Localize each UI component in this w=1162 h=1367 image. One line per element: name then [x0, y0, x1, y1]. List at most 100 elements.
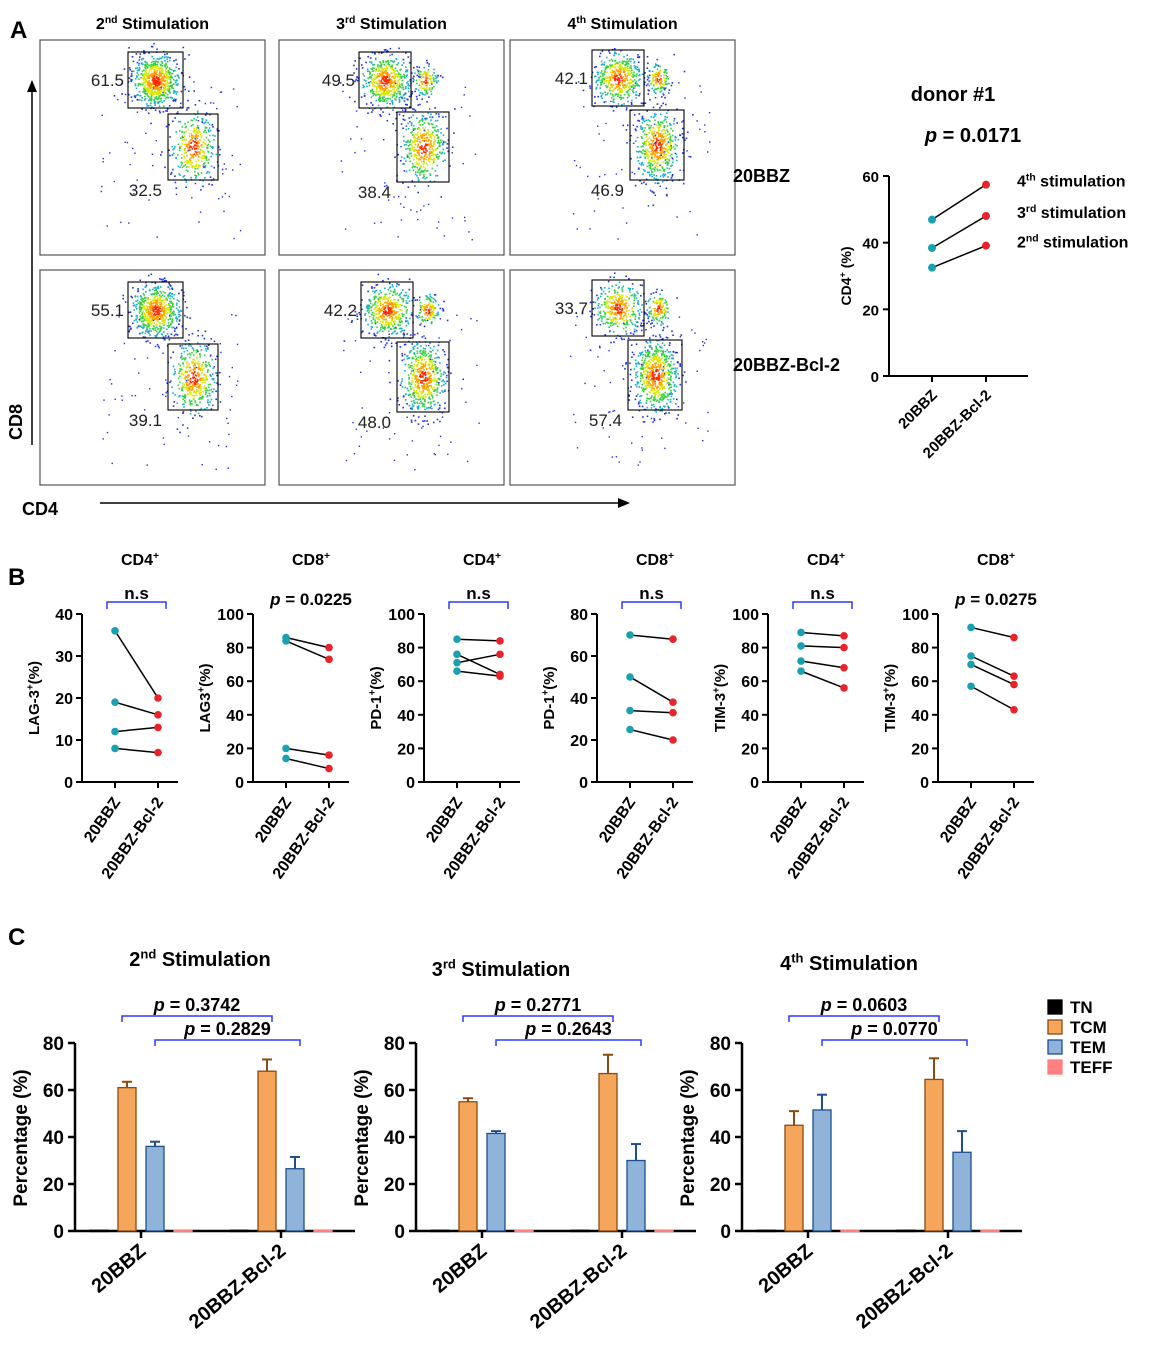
flow-event-dot [606, 71, 608, 74]
flow-event-dot [652, 143, 655, 145]
flow-event-dot [143, 74, 146, 77]
flow-event-dot [181, 388, 183, 390]
flow-event-dot [423, 160, 425, 162]
flow-event-dot [419, 171, 422, 173]
flow-event-dot [149, 86, 152, 89]
flow-event-dot [393, 196, 395, 198]
flow-event-dot [660, 90, 663, 92]
flow-event-dot [167, 72, 169, 74]
flow-event-dot [657, 80, 660, 83]
flow-event-dot [604, 93, 607, 96]
flow-event-dot [162, 327, 165, 329]
flow-event-dot [166, 88, 168, 90]
flow-event-dot [181, 130, 184, 133]
flow-event-dot [373, 67, 375, 70]
flow-event-dot [146, 88, 149, 91]
flow-event-dot [654, 149, 656, 152]
flow-event-dot [156, 298, 159, 301]
flow-event-dot [175, 93, 178, 95]
flow-event-dot [382, 98, 384, 100]
flow-event-dot [665, 144, 667, 147]
flow-event-dot [667, 78, 670, 80]
flow-event-dot [438, 142, 441, 144]
flow-event-dot [399, 84, 401, 86]
flow-event-dot [392, 285, 394, 288]
flow-event-dot [648, 84, 651, 87]
flow-event-dot [191, 166, 193, 169]
flow-event-dot [194, 363, 196, 366]
flow-event-dot [168, 85, 171, 87]
flow-event-dot [163, 322, 165, 324]
flow-event-dot [635, 67, 637, 70]
flow-event-dot [196, 357, 198, 360]
flow-event-dot [169, 315, 171, 317]
flow-event-dot [169, 381, 171, 384]
flow-event-dot [361, 67, 364, 69]
flow-event-dot [665, 80, 667, 82]
flow-event-dot [103, 399, 105, 401]
flow-event-dot [190, 125, 193, 127]
flow-event-dot [197, 364, 200, 367]
flow-event-dot [662, 102, 664, 105]
flow-event-dot [656, 131, 658, 134]
flow-event-dot [150, 312, 152, 315]
flow-event-dot [164, 95, 166, 97]
flow-event-dot [604, 91, 606, 93]
flow-event-dot [211, 358, 213, 361]
flow-event-dot [199, 369, 202, 371]
flow-event-dot [236, 105, 238, 108]
flow-event-dot [382, 93, 384, 96]
flow-event-dot [642, 169, 645, 171]
flow-event-dot [407, 90, 410, 93]
flow-event-dot [204, 164, 207, 167]
flow-event-dot [647, 205, 650, 207]
flow-event-dot [194, 366, 196, 369]
flow-event-dot [153, 302, 155, 304]
flow-event-dot [388, 292, 391, 295]
flow-event-dot [155, 91, 157, 93]
flow-event-dot [656, 103, 659, 105]
flow-event-dot [168, 149, 170, 151]
flow-event-dot [671, 175, 673, 177]
flow-event-dot [209, 374, 211, 376]
flow-event-dot [192, 362, 195, 365]
flow-event-dot [410, 132, 412, 134]
flow-event-dot [120, 221, 122, 224]
flow-event-dot [163, 301, 165, 304]
flow-event-dot [421, 171, 423, 173]
flow-event-dot [640, 135, 643, 138]
flow-event-dot [416, 211, 418, 213]
flow-event-dot [668, 137, 671, 139]
flow-event-dot [622, 124, 624, 127]
flow-event-dot [421, 93, 424, 95]
flow-event-dot [392, 123, 394, 125]
flow-event-dot [665, 147, 668, 150]
flow-event-dot [146, 62, 148, 64]
flow-event-dot [199, 153, 201, 155]
flow-event-dot [365, 61, 367, 64]
flow-event-dot [147, 84, 150, 86]
flow-event-dot [397, 310, 400, 313]
flow-event-dot [197, 350, 199, 352]
flow-event-dot [388, 63, 391, 66]
flow-event-dot [604, 80, 606, 82]
flow-event-dot [138, 78, 140, 81]
flow-event-dot [172, 314, 175, 316]
flow-event-dot [157, 102, 160, 105]
flow-event-dot [163, 324, 165, 326]
flow-event-dot [182, 363, 185, 365]
flow-event-dot [181, 325, 184, 328]
flow-event-dot [589, 85, 591, 87]
flow-event-dot [397, 84, 399, 86]
cd4-gate-percent: 39.1 [129, 411, 162, 430]
flow-event-dot [383, 346, 386, 349]
flow-event-dot [154, 298, 156, 301]
flow-event-dot [676, 122, 678, 124]
flow-event-dot [385, 93, 387, 95]
flow-event-dot [630, 102, 633, 104]
flow-event-dot [211, 391, 214, 393]
flow-event-dot [182, 385, 184, 387]
flow-event-dot [661, 157, 664, 159]
flow-event-dot [368, 81, 370, 84]
flow-event-dot [160, 278, 163, 281]
